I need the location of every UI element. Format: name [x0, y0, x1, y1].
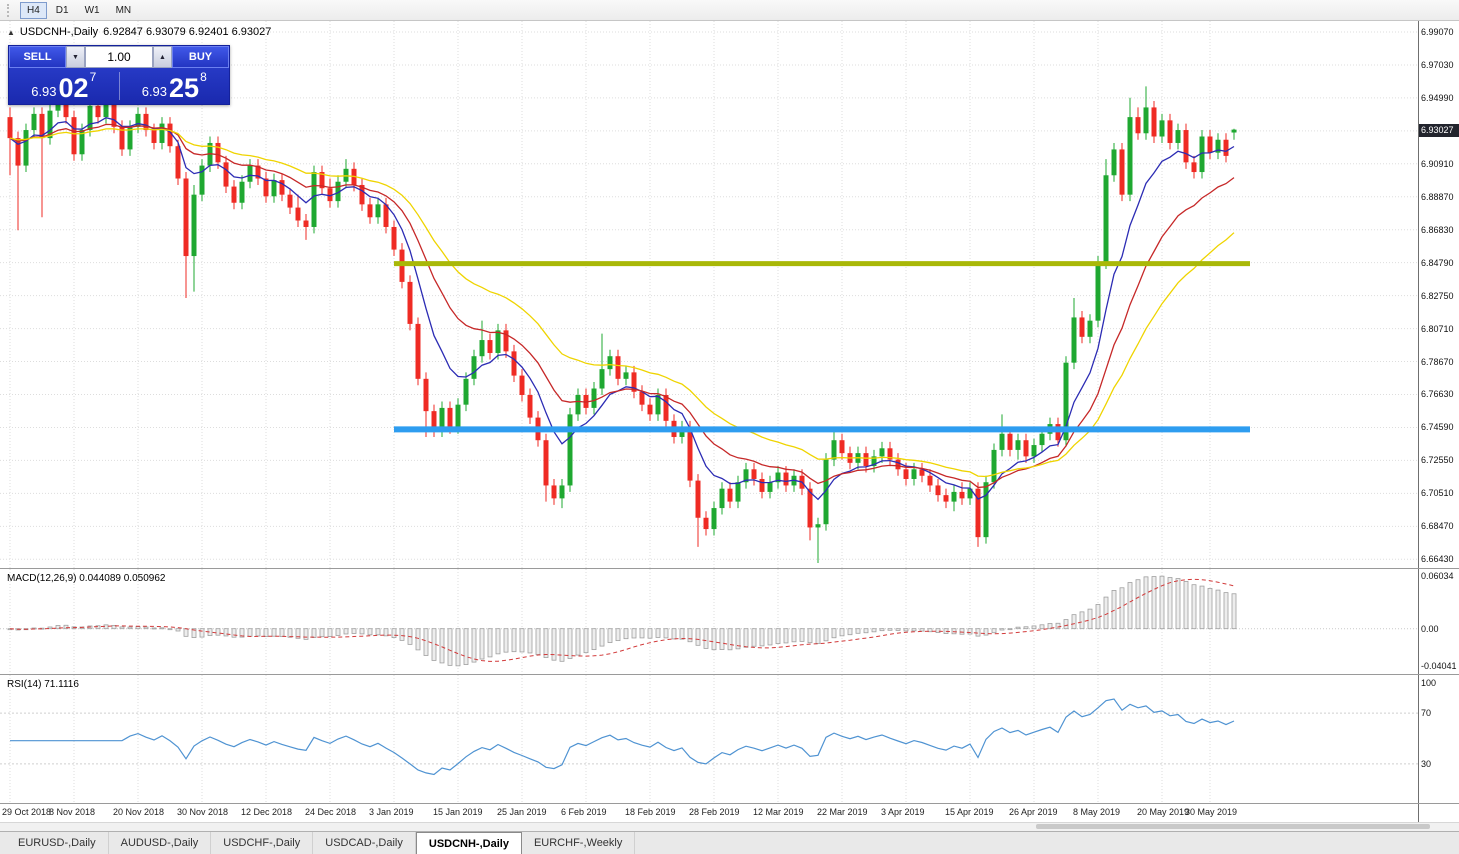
price-axis-label: 6.88870 [1421, 192, 1454, 202]
buy-price-prefix: 6.93 [141, 84, 168, 99]
price-axis-label: 6.70510 [1421, 488, 1454, 498]
chart-window: ▲ USDCNH-,Daily 6.92847 6.93079 6.92401 … [0, 21, 1459, 831]
time-axis-label: 3 Jan 2019 [369, 807, 414, 817]
price-divider [118, 72, 120, 100]
rsi-chart[interactable] [0, 675, 1419, 802]
volume-input[interactable]: 1.00 [85, 46, 153, 68]
macd-axis-label: 0.00 [1421, 624, 1439, 634]
collapse-arrow-icon[interactable]: ▲ [7, 27, 15, 37]
price-axis-label: 6.66430 [1421, 554, 1454, 564]
time-axis-label: 25 Jan 2019 [497, 807, 547, 817]
timeframe-d1[interactable]: D1 [55, 4, 69, 16]
chevron-down-icon: ▼ [72, 53, 79, 61]
rsi-label: RSI(14) 71.1116 [7, 679, 79, 690]
time-axis-label: 29 Oct 2018 [2, 807, 52, 817]
tab-usdchf[interactable]: USDCHF-,Daily [211, 832, 314, 854]
time-axis-label: 28 Feb 2019 [689, 807, 740, 817]
tab-audusd[interactable]: AUDUSD-,Daily [109, 832, 212, 854]
time-axis-label: 26 Apr 2019 [1009, 807, 1058, 817]
time-axis-label: 3 Apr 2019 [881, 807, 925, 817]
time-axis-label: 15 Apr 2019 [945, 807, 994, 817]
macd-axis: 0.06034 0.00 -0.04041 [1418, 569, 1459, 674]
time-axis-label: 8 May 2019 [1073, 807, 1121, 817]
chevron-up-icon: ▲ [159, 53, 166, 61]
toolbar-grip [7, 3, 13, 17]
chart-caption: ▲ USDCNH-,Daily 6.92847 6.93079 6.92401 … [7, 26, 271, 38]
time-axis-label: 30 Nov 2018 [177, 807, 229, 817]
price-axis-label: 6.84790 [1421, 258, 1454, 268]
timeframe-mn[interactable]: MN [115, 4, 132, 16]
tab-eurusd[interactable]: EURUSD-,Daily [6, 832, 109, 854]
buy-price-display[interactable]: 6.93 25 8 [120, 68, 230, 104]
chart-symbol-period: USDCNH-,Daily [19, 26, 99, 38]
time-axis-label: 20 May 2019 [1137, 807, 1190, 817]
buy-price-pip: 8 [200, 70, 207, 84]
sell-price-pip: 7 [89, 70, 97, 84]
time-axis-label: 12 Mar 2019 [753, 807, 804, 817]
time-axis-label: 20 Nov 2018 [113, 807, 165, 817]
volume-increase-button[interactable]: ▲ [153, 46, 172, 68]
time-axis-label: 30 May 2019 [1185, 807, 1238, 817]
tab-eurchf[interactable]: EURCHF-,Weekly [522, 832, 636, 854]
time-axis: 29 Oct 2018 8 Nov 2018 20 Nov 2018 30 Nov 2… [0, 803, 1459, 822]
sell-price-main: 02 [58, 73, 89, 103]
price-axis-label: 6.86830 [1421, 225, 1454, 235]
price-axis[interactable]: 6.93027 6.990706.970306.949906.929506.90… [1418, 21, 1459, 568]
rsi-axis: 100 70 30 [1418, 675, 1459, 803]
scrollbar-thumb[interactable] [1035, 824, 1430, 829]
time-axis-label: 12 Dec 2018 [241, 807, 293, 817]
time-axis-label: 22 Mar 2019 [817, 807, 868, 817]
tab-usdcad[interactable]: USDCAD-,Daily [313, 832, 416, 854]
horizontal-scrollbar[interactable] [0, 822, 1459, 831]
one-click-trading-panel: SELL ▼ 1.00 ▲ BUY 6.93 02 7 6.93 25 [8, 45, 230, 105]
price-panel: ▲ USDCNH-,Daily 6.92847 6.93079 6.92401 … [0, 21, 1459, 568]
time-axis-label: 6 Feb 2019 [561, 807, 607, 817]
candlestick-chart[interactable] [0, 21, 1419, 568]
volume-decrease-button[interactable]: ▼ [66, 46, 85, 68]
rsi-panel: RSI(14) 71.1116 100 70 30 [0, 674, 1459, 803]
sell-price-prefix: 6.93 [31, 84, 57, 99]
time-axis-label: 15 Jan 2019 [433, 807, 483, 817]
price-axis-label: 6.78670 [1421, 357, 1454, 367]
price-axis-label: 6.99070 [1421, 27, 1454, 37]
price-axis-label: 6.90910 [1421, 159, 1454, 169]
time-axis-label: 18 Feb 2019 [625, 807, 676, 817]
price-axis-label: 6.97030 [1421, 60, 1454, 70]
rsi-axis-label: 100 [1421, 678, 1437, 688]
price-axis-label: 6.94990 [1421, 93, 1454, 103]
time-axis-label: 24 Dec 2018 [305, 807, 357, 817]
buy-button[interactable]: BUY [172, 46, 229, 68]
macd-label: MACD(12,26,9) 0.044089 0.050962 [7, 573, 166, 584]
timeframe-toolbar: H4 D1 W1 MN [0, 0, 1459, 21]
rsi-axis-label: 70 [1421, 708, 1432, 718]
price-axis-label: 6.72550 [1421, 455, 1454, 465]
macd-axis-label: -0.04041 [1421, 661, 1457, 671]
tab-usdcnh[interactable]: USDCNH-,Daily [415, 832, 522, 854]
price-axis-label: 6.82750 [1421, 291, 1454, 301]
rsi-axis-label: 30 [1421, 759, 1432, 769]
chart-ohlc-values: 6.92847 6.93079 6.92401 6.93027 [103, 26, 272, 38]
timeframe-h4[interactable]: H4 [20, 1, 47, 19]
timeframe-w1[interactable]: W1 [84, 4, 100, 16]
macd-axis-label: 0.06034 [1421, 571, 1454, 581]
price-axis-label: 6.76630 [1421, 389, 1454, 399]
buy-price-main: 25 [169, 73, 200, 103]
macd-chart[interactable] [0, 569, 1419, 673]
sell-price-display[interactable]: 6.93 02 7 [9, 68, 119, 104]
price-axis-label: 6.74590 [1421, 422, 1454, 432]
sell-button[interactable]: SELL [9, 46, 66, 68]
macd-panel: MACD(12,26,9) 0.044089 0.050962 0.06034 0… [0, 568, 1459, 674]
time-axis-label: 8 Nov 2018 [49, 807, 96, 817]
time-axis-corner [1418, 804, 1459, 822]
chart-tabs-bar: EURUSD-,Daily AUDUSD-,Daily USDCHF-,Daily U… [0, 831, 1459, 854]
price-axis-label: 6.68470 [1421, 521, 1454, 531]
price-axis-label: 6.80710 [1421, 324, 1454, 334]
current-price-badge: 6.93027 [1419, 124, 1459, 137]
